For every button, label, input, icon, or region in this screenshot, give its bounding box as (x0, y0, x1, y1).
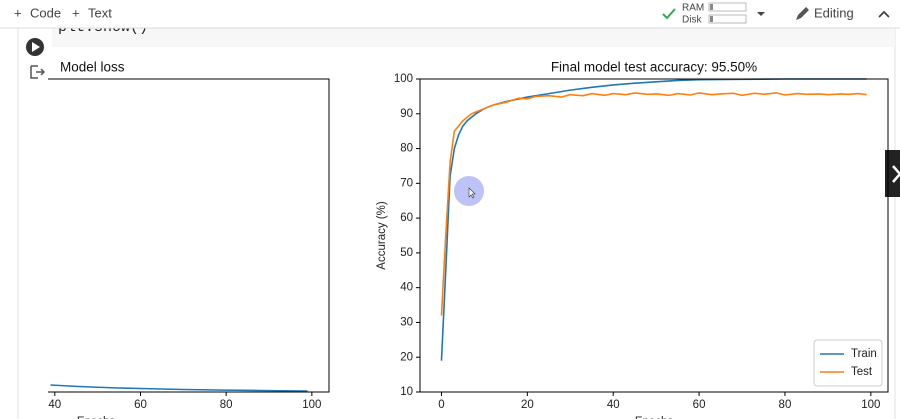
legend-label: Train (851, 348, 877, 360)
y-tick-label: 40 (400, 282, 413, 294)
data-line (440, 92, 867, 316)
check-icon (662, 8, 676, 20)
ram-meter (708, 2, 747, 12)
plot-frame (48, 78, 330, 393)
x-axis-label: Epochs (77, 416, 116, 419)
y-tick-label: 30 (400, 316, 413, 328)
chart-title: Model loss (60, 60, 125, 75)
output-frame (30, 65, 38, 79)
play-icon (32, 42, 40, 52)
x-tick-label: 60 (693, 399, 706, 411)
x-tick-label: 100 (302, 399, 321, 411)
y-axis-label: Accuracy (%) (376, 201, 388, 270)
collapse-icon[interactable] (878, 10, 890, 18)
x-tick-label: 100 (861, 399, 880, 411)
side-tab-icon (892, 165, 900, 183)
y-tick-label: 100 (394, 73, 413, 85)
add-text-button[interactable]: + Text (72, 5, 112, 20)
legend: Train Test (813, 339, 883, 387)
disk-label: Disk (682, 15, 702, 26)
y-tick-label: 90 (400, 108, 413, 120)
chart: 40 60 80 100 Epochs (48, 78, 330, 419)
mode-label: Editing (814, 5, 854, 20)
plus-icon: + (14, 5, 22, 20)
data-line (50, 384, 308, 392)
resources[interactable]: RAM Disk (662, 2, 765, 26)
button-label: Code (30, 5, 61, 20)
toolbar (0, 0, 900, 28)
x-tick-label: 20 (521, 399, 534, 411)
editing-button[interactable]: Editing (796, 5, 854, 20)
output-icon[interactable] (30, 65, 46, 79)
legend-box (813, 339, 883, 387)
x-tick-label: 80 (220, 399, 233, 411)
button-label: Text (88, 5, 112, 20)
disk-meter (708, 14, 747, 24)
x-tick-label: 40 (48, 399, 61, 411)
y-tick-label: 50 (400, 247, 413, 259)
x-tick-label: 40 (607, 399, 620, 411)
disk-fill (710, 16, 713, 22)
cursor (468, 187, 476, 199)
pencil-icon (796, 7, 809, 20)
ram-fill (710, 4, 713, 10)
x-axis-label: Epochs (635, 416, 674, 419)
plot-frame (419, 78, 889, 393)
legend-label: Test (851, 366, 873, 378)
y-tick-label: 60 (400, 212, 413, 224)
ram-label: RAM (682, 3, 704, 14)
y-tick-label: 20 (400, 351, 413, 363)
charts: 40 60 80 100 Epochs Model loss 0 20 40 60 80 100 10 2… (48, 60, 889, 419)
x-tick-label: 0 (438, 399, 444, 411)
side-panel-tab[interactable] (885, 150, 900, 197)
x-tick-label: 60 (134, 399, 147, 411)
output-arrow (36, 68, 46, 76)
cell-frame (17, 27, 896, 419)
dropdown-icon (757, 12, 765, 16)
y-tick-label: 10 (400, 386, 413, 398)
plus-icon: + (72, 5, 80, 20)
x-tick-label: 80 (779, 399, 792, 411)
y-tick-label: 70 (400, 177, 413, 189)
y-tick-label: 80 (400, 143, 413, 155)
add-code-button[interactable]: + Code (14, 5, 61, 20)
chart: 0 20 40 60 80 100 10 20 30 40 50 60 70 80 90 100 Epochs A… (376, 73, 889, 419)
chart-title: Final model test accuracy: 95.50% (551, 60, 757, 75)
